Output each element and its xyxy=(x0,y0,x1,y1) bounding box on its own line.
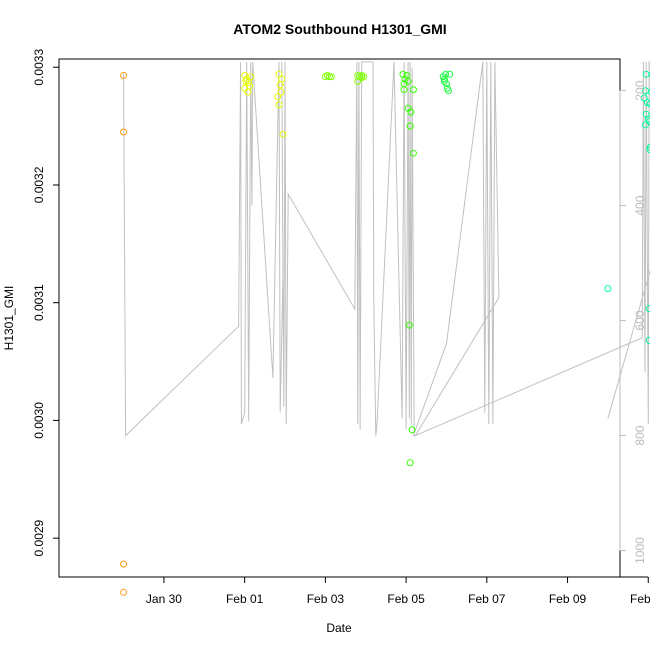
y-tick-label: 0.0029 xyxy=(32,519,46,556)
data-point xyxy=(646,100,650,108)
data-point xyxy=(641,121,649,129)
secondary-tick-label: 1000 xyxy=(633,537,647,564)
data-point xyxy=(646,143,650,151)
y-axis: 0.0029 0.0030 0.0031 0.0032 0.0033 xyxy=(32,49,60,557)
data-point xyxy=(604,285,612,293)
data-point xyxy=(407,108,415,116)
altitude-series xyxy=(123,61,650,437)
data-points xyxy=(120,70,650,596)
x-axis: Jan 30 Feb 01 Feb 03 Feb 05 Feb 07 Feb 09 Feb … xyxy=(146,576,650,606)
secondary-tick-label: 400 xyxy=(633,195,647,215)
data-point xyxy=(277,88,285,96)
data-point xyxy=(247,73,255,81)
data-point xyxy=(242,77,250,85)
data-point xyxy=(276,81,284,89)
x-tick-label: Feb 01 xyxy=(226,592,264,606)
secondary-tick-label: 600 xyxy=(633,310,647,330)
data-point xyxy=(400,86,408,94)
y-tick-label: 0.0032 xyxy=(32,166,46,203)
data-point xyxy=(120,560,128,568)
data-point xyxy=(406,122,414,130)
data-point xyxy=(446,70,454,78)
secondary-tick-label: 200 xyxy=(633,80,647,100)
x-tick-label: Feb 03 xyxy=(307,592,345,606)
data-point xyxy=(246,82,253,90)
y-axis-label: H1301_GMI xyxy=(2,286,16,351)
chart-title: ATOM2 Southbound H1301_GMI xyxy=(233,21,446,37)
data-point xyxy=(445,87,452,95)
data-point xyxy=(443,80,450,88)
y-tick-label: 0.0030 xyxy=(32,402,46,439)
x-tick-label: Feb 05 xyxy=(387,592,425,606)
data-point xyxy=(648,71,650,77)
x-tick-label: Feb 11 xyxy=(630,592,650,606)
data-point xyxy=(403,72,411,79)
data-point xyxy=(275,101,283,109)
data-point xyxy=(405,321,413,329)
y-tick-label: 0.0033 xyxy=(32,49,46,86)
x-axis-label: Date xyxy=(326,621,352,635)
data-point xyxy=(406,459,414,467)
data-point xyxy=(325,73,333,81)
x-tick-label: Feb 09 xyxy=(549,592,587,606)
data-point xyxy=(645,305,650,313)
data-point xyxy=(409,86,417,94)
plot-area xyxy=(58,58,621,578)
data-point xyxy=(358,72,366,79)
data-point xyxy=(442,70,450,78)
data-point xyxy=(120,128,128,136)
data-point xyxy=(643,99,650,107)
data-point xyxy=(244,88,252,96)
data-point xyxy=(354,77,362,85)
data-point xyxy=(279,130,287,138)
data-point xyxy=(648,88,650,96)
data-point xyxy=(120,588,128,596)
x-tick-label: Feb 07 xyxy=(468,592,506,606)
y-tick-label: 0.0031 xyxy=(32,284,46,321)
data-point xyxy=(120,72,128,79)
altitude-line xyxy=(123,61,650,437)
data-point xyxy=(645,336,650,344)
data-point xyxy=(408,426,416,434)
data-point xyxy=(327,73,335,81)
data-point xyxy=(274,93,282,101)
data-point xyxy=(399,70,407,78)
data-point xyxy=(404,77,412,85)
data-point xyxy=(644,115,650,123)
secondary-y-axis: 200 400 600 800 1000 xyxy=(619,80,647,564)
data-point xyxy=(640,94,648,102)
data-point xyxy=(409,149,417,157)
x-tick-label: Jan 30 xyxy=(146,592,182,606)
secondary-tick-label: 800 xyxy=(633,425,647,445)
data-point xyxy=(440,77,448,85)
